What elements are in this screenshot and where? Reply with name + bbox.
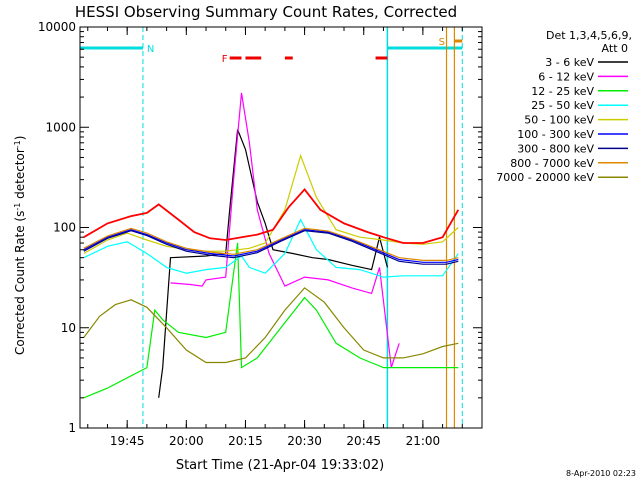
legend-label-3: 25 - 50 keV: [531, 99, 594, 112]
legend-header-1: Det 1,3,4,5,6,9,: [546, 29, 632, 42]
flag-layer: N F S: [79, 27, 463, 428]
y-tick-label-0: 1: [68, 421, 76, 435]
legend-header-2: Att 0: [602, 42, 628, 55]
legend-label-0: 3 - 6 keV: [545, 56, 594, 69]
axes-layer: 1 10 100 1000 10000 19:45 20:00 20:15 20:30 20:45…: [38, 20, 483, 448]
x-tick-label-4: 20:45: [346, 434, 381, 448]
legend-label-7: 800 - 7000 keV: [510, 157, 594, 170]
series-line-0: [158, 129, 388, 398]
chart-title: HESSI Observing Summary Count Rates, Cor…: [75, 3, 457, 21]
x-tick-label-3: 20:30: [287, 434, 322, 448]
series-line-3: [83, 218, 459, 278]
y-tick-label-4: 10000: [38, 20, 76, 34]
y-axis-label-mid: detector: [13, 148, 27, 203]
y-tick-label-2: 100: [53, 221, 76, 235]
series-line-5: [83, 229, 459, 263]
x-tick-label-2: 20:15: [228, 434, 263, 448]
y-axis-label-end: ): [13, 136, 27, 141]
y-tick-label-3: 1000: [45, 120, 76, 134]
flag-label-f: F: [222, 54, 228, 65]
envelope-line: [83, 187, 460, 244]
series-line-8: [83, 287, 459, 364]
legend-label-2: 12 - 25 keV: [531, 85, 594, 98]
flag-label-s: S: [439, 37, 445, 48]
legend-label-6: 300 - 800 keV: [517, 142, 594, 155]
series-layer: [83, 92, 460, 399]
series-line-6: [83, 230, 459, 265]
y-tick-label-1: 10: [61, 321, 76, 335]
series-line-1: [170, 92, 400, 368]
flag-label-n: N: [147, 44, 154, 55]
x-tick-label-0: 19:45: [110, 434, 145, 448]
x-tick-label-5: 21:00: [406, 434, 441, 448]
series-line-4: [83, 153, 459, 255]
series-line-7: [83, 227, 459, 261]
legend-label-8: 7000 - 20000 keV: [496, 171, 594, 184]
legend-label-4: 50 - 100 keV: [524, 114, 594, 127]
y-axis-label-sup2: -1: [13, 140, 22, 148]
y-axis-label-main: Corrected Count Rate (s: [13, 211, 27, 355]
legend-label-1: 6 - 12 keV: [538, 70, 594, 83]
legend-label-5: 100 - 300 keV: [517, 128, 594, 141]
x-axis-label: Start Time (21-Apr-04 19:33:02): [176, 458, 384, 473]
y-axis-label: Corrected Count Rate (s-1 detector-1): [13, 136, 28, 355]
y-axis-label-sup1: -1: [13, 203, 22, 211]
x-tick-label-1: 20:00: [169, 434, 204, 448]
footer-date: 8-Apr-2010 02:23: [566, 469, 636, 478]
series-line-2: [83, 242, 459, 399]
